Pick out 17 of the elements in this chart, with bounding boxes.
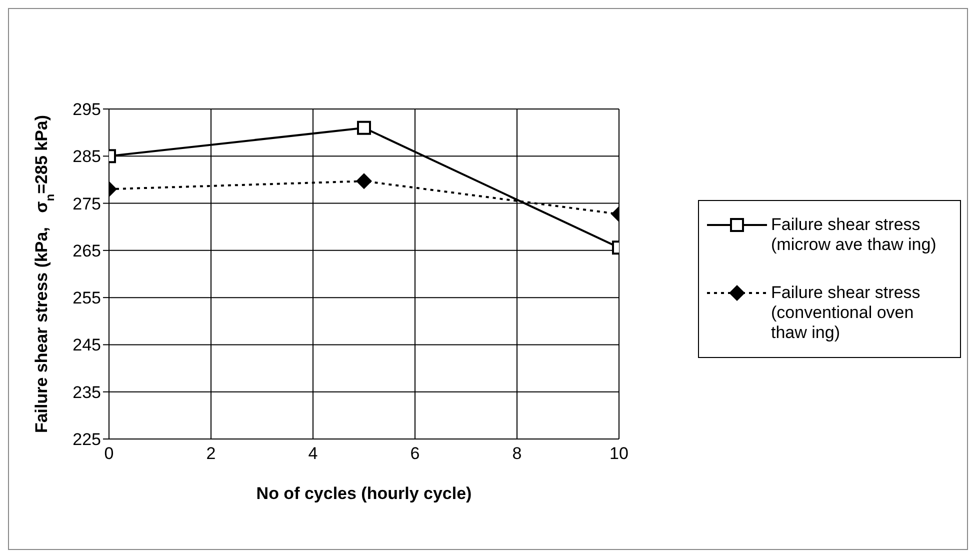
y-tick-label: 265 <box>72 241 101 260</box>
x-axis-title: No of cycles (hourly cycle) <box>256 484 472 503</box>
legend-label: Failure shear stress (microw ave thaw ing) <box>771 215 938 255</box>
y-tick-label: 285 <box>72 147 101 166</box>
x-tick-label: 8 <box>512 444 522 464</box>
y-tick-label: 235 <box>72 382 101 402</box>
x-tick-label: 10 <box>610 444 628 464</box>
y-tick-label: 255 <box>72 288 101 308</box>
x-tick-label: 6 <box>410 444 420 464</box>
x-tick-label: 4 <box>308 444 318 464</box>
y-tick-label: 275 <box>72 194 101 214</box>
y-tick-label: 245 <box>72 336 101 355</box>
y-tick-label: 295 <box>72 100 101 120</box>
y-tick-label: 225 <box>72 430 101 450</box>
x-tick-label: 2 <box>206 444 216 464</box>
x-tick-label: 0 <box>104 444 114 464</box>
legend-label: Failure shear stress (conventional oven thaw ing) <box>771 283 922 343</box>
